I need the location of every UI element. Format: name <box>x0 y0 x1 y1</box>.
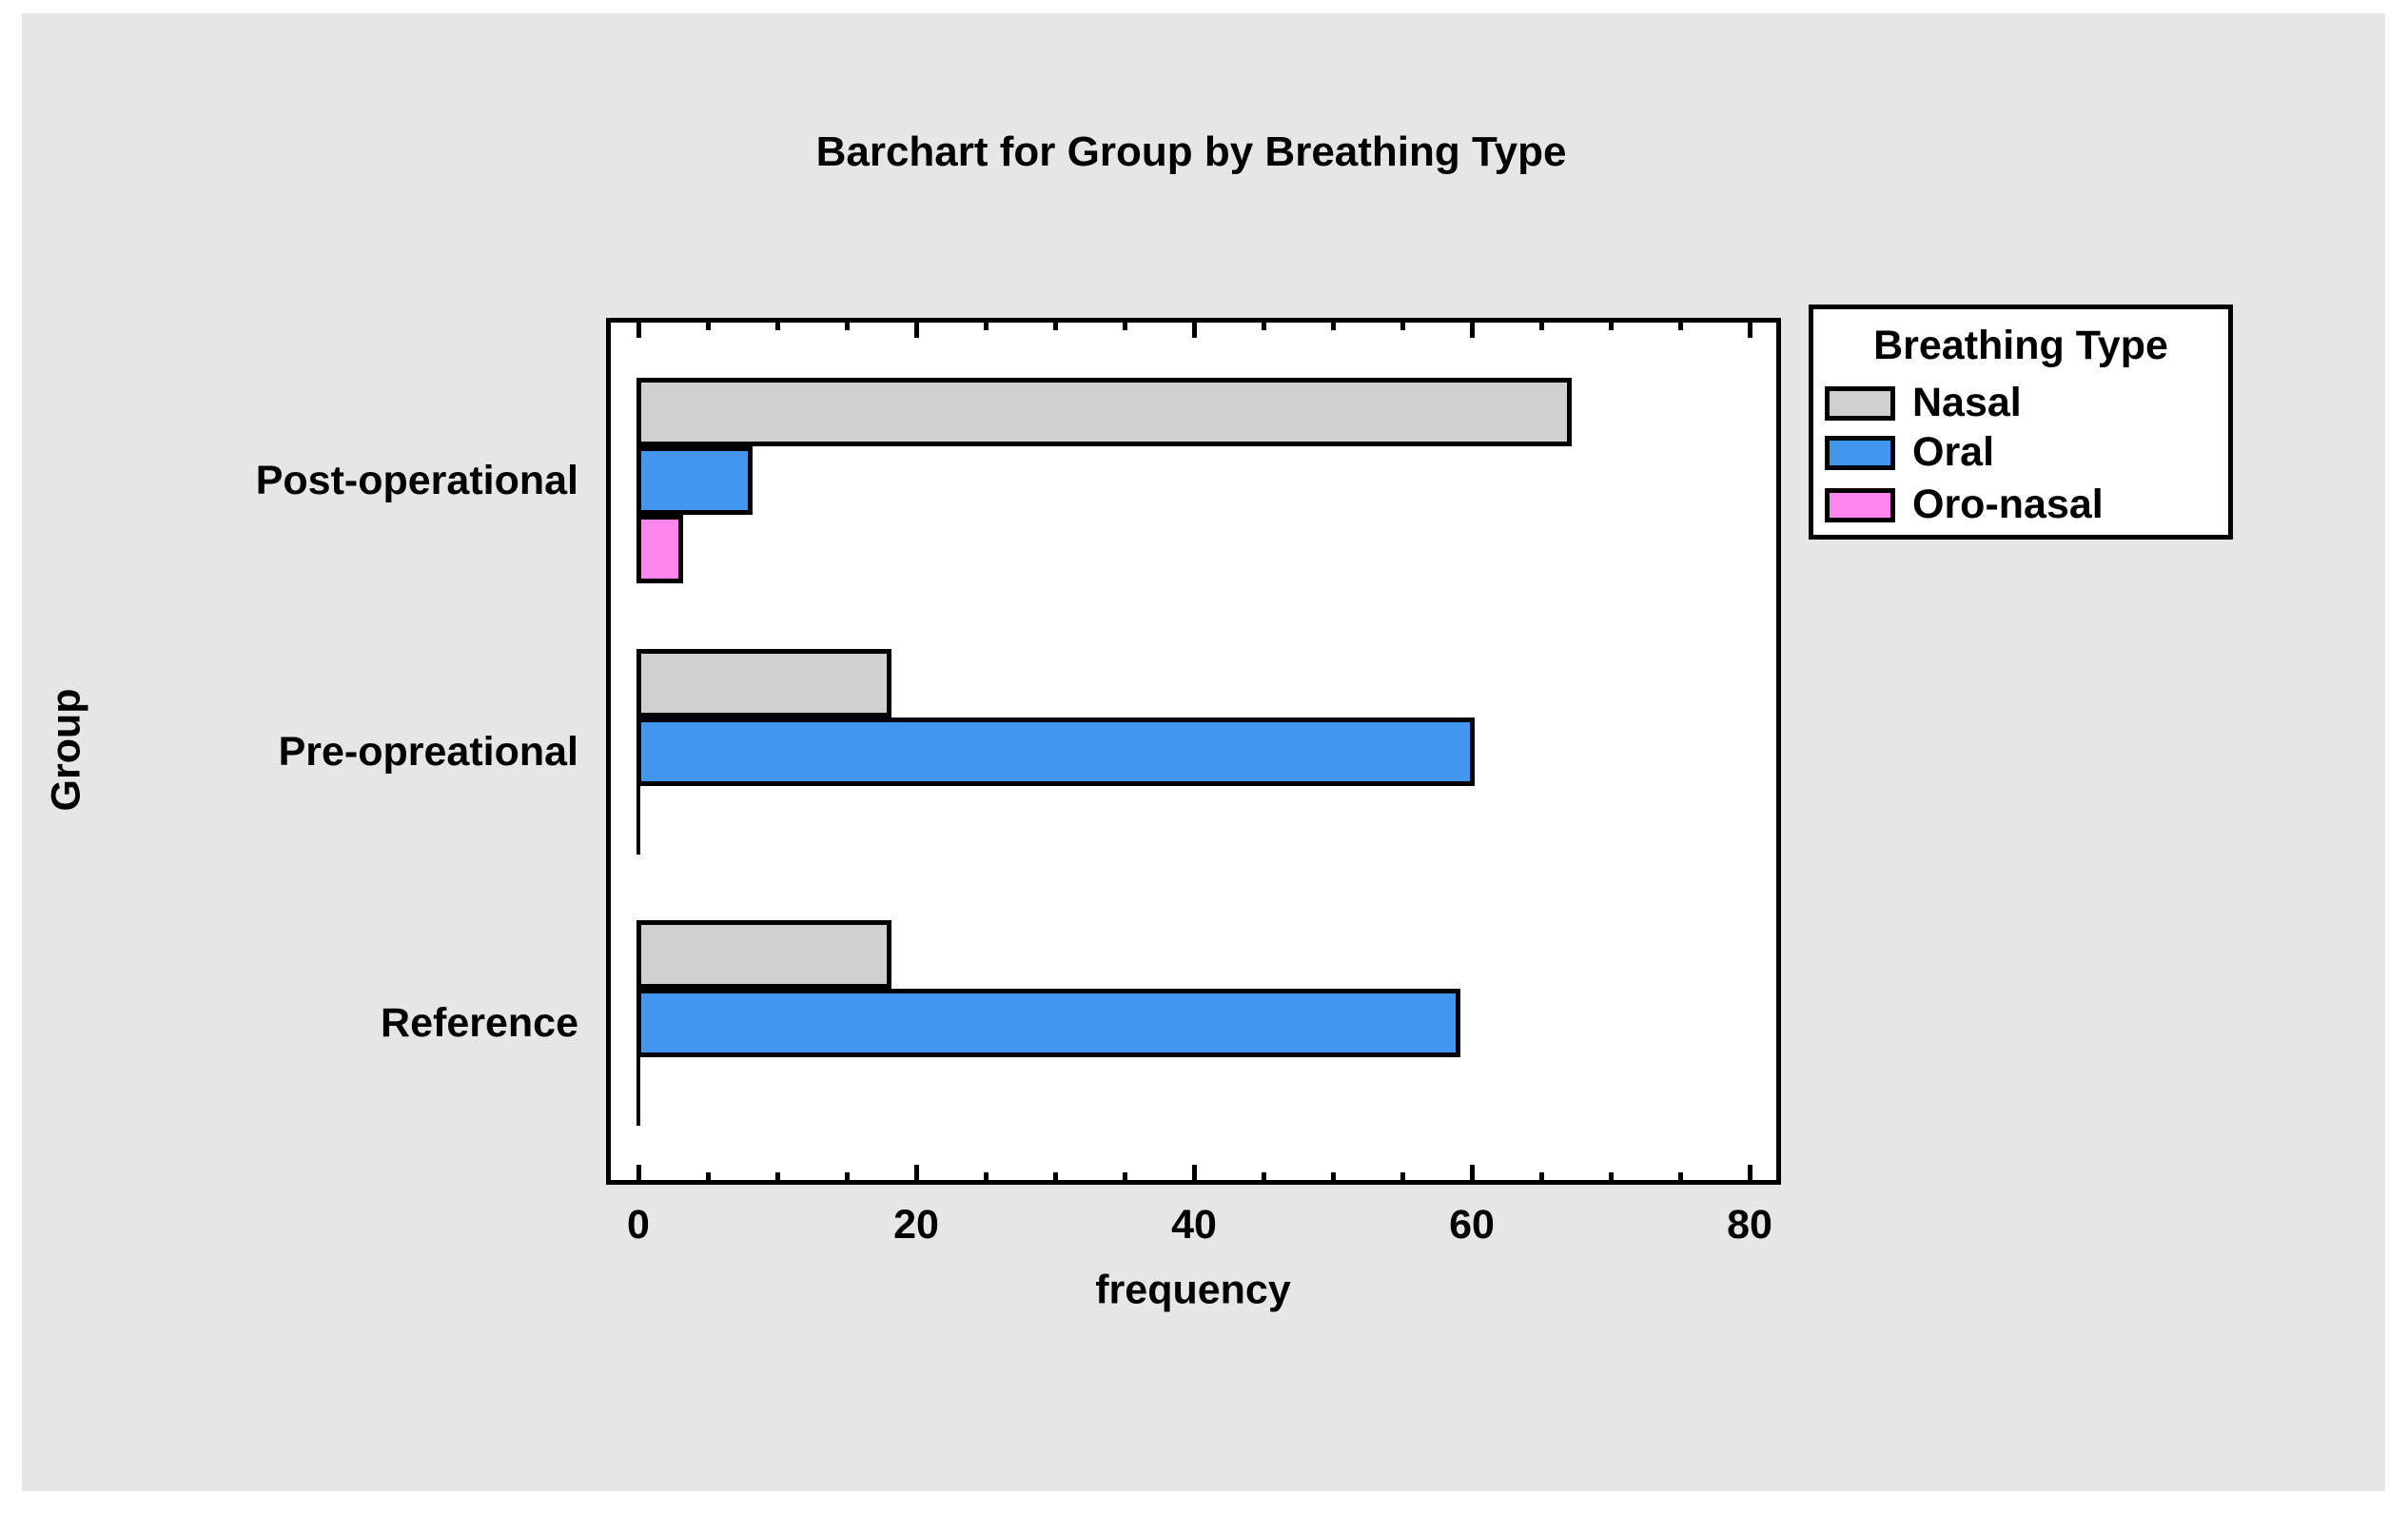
legend-label-oro-nasal: Oro-nasal <box>1912 482 2104 527</box>
x-tick-bottom-75 <box>1678 1172 1683 1180</box>
x-tick-label-20: 20 <box>893 1202 939 1248</box>
x-tick-top-75 <box>1678 323 1683 330</box>
x-tick-top-20 <box>914 323 919 338</box>
bar-pre-opreational-oral <box>636 718 1475 786</box>
x-tick-top-10 <box>775 323 780 330</box>
x-tick-bottom-65 <box>1539 1172 1544 1180</box>
x-tick-top-40 <box>1192 323 1197 338</box>
y-category-label-post-operational: Post-operational <box>255 458 578 503</box>
x-tick-bottom-15 <box>845 1172 850 1180</box>
x-axis-title: frequency <box>1095 1267 1291 1313</box>
legend-label-nasal: Nasal <box>1912 380 2022 425</box>
y-category-label-pre-opreational: Pre-opreational <box>278 729 578 775</box>
x-tick-bottom-35 <box>1123 1172 1127 1180</box>
x-tick-top-15 <box>845 323 850 330</box>
x-tick-top-60 <box>1470 323 1475 338</box>
bar-reference-oral <box>636 989 1461 1057</box>
x-tick-label-0: 0 <box>627 1202 650 1248</box>
x-tick-top-65 <box>1539 323 1544 330</box>
x-tick-top-35 <box>1123 323 1127 330</box>
bar-pre-opreational-oro-nasal-zero <box>636 786 640 855</box>
legend-row-oro-nasal: Oro-nasal <box>1813 483 2228 525</box>
x-tick-top-25 <box>984 323 989 330</box>
x-tick-top-50 <box>1331 323 1336 330</box>
legend-row-oral: Oral <box>1813 431 2228 473</box>
x-tick-bottom-5 <box>706 1172 711 1180</box>
x-tick-label-60: 60 <box>1449 1202 1495 1248</box>
legend-swatch-oral <box>1825 436 1895 470</box>
x-tick-top-55 <box>1400 323 1405 330</box>
bar-pre-opreational-nasal <box>636 649 891 718</box>
x-tick-top-45 <box>1262 323 1266 330</box>
x-tick-bottom-80 <box>1748 1165 1752 1180</box>
x-tick-bottom-60 <box>1470 1165 1475 1180</box>
x-tick-bottom-40 <box>1192 1165 1197 1180</box>
x-tick-top-30 <box>1053 323 1058 330</box>
x-tick-bottom-45 <box>1262 1172 1266 1180</box>
x-tick-bottom-0 <box>636 1165 641 1180</box>
bar-post-operational-oro-nasal <box>636 515 683 583</box>
x-tick-bottom-50 <box>1331 1172 1336 1180</box>
x-tick-bottom-70 <box>1609 1172 1614 1180</box>
legend-row-nasal: Nasal <box>1813 382 2228 423</box>
legend-box: Breathing Type Nasal Oral Oro-nasal <box>1809 305 2233 540</box>
y-axis-title: Group <box>43 688 89 812</box>
chart-title: Barchart for Group by Breathing Type <box>815 128 1567 175</box>
legend-label-oral: Oral <box>1912 429 1995 475</box>
x-tick-top-5 <box>706 323 711 330</box>
x-tick-bottom-25 <box>984 1172 989 1180</box>
x-tick-bottom-55 <box>1400 1172 1405 1180</box>
x-tick-bottom-20 <box>914 1165 919 1180</box>
x-tick-label-40: 40 <box>1171 1202 1217 1248</box>
legend-swatch-oro-nasal <box>1825 488 1895 522</box>
bar-post-operational-nasal <box>636 378 1573 446</box>
x-tick-label-80: 80 <box>1727 1202 1772 1248</box>
bar-reference-oro-nasal-zero <box>636 1057 640 1126</box>
x-tick-top-0 <box>636 323 641 338</box>
legend-swatch-nasal <box>1825 386 1895 421</box>
y-category-label-reference: Reference <box>381 1000 578 1046</box>
bar-post-operational-oral <box>636 446 753 515</box>
legend-title: Breathing Type <box>1873 323 2168 368</box>
x-tick-top-80 <box>1748 323 1752 338</box>
x-tick-top-70 <box>1609 323 1614 330</box>
x-tick-bottom-30 <box>1053 1172 1058 1180</box>
bar-reference-nasal <box>636 920 891 989</box>
x-tick-bottom-10 <box>775 1172 780 1180</box>
